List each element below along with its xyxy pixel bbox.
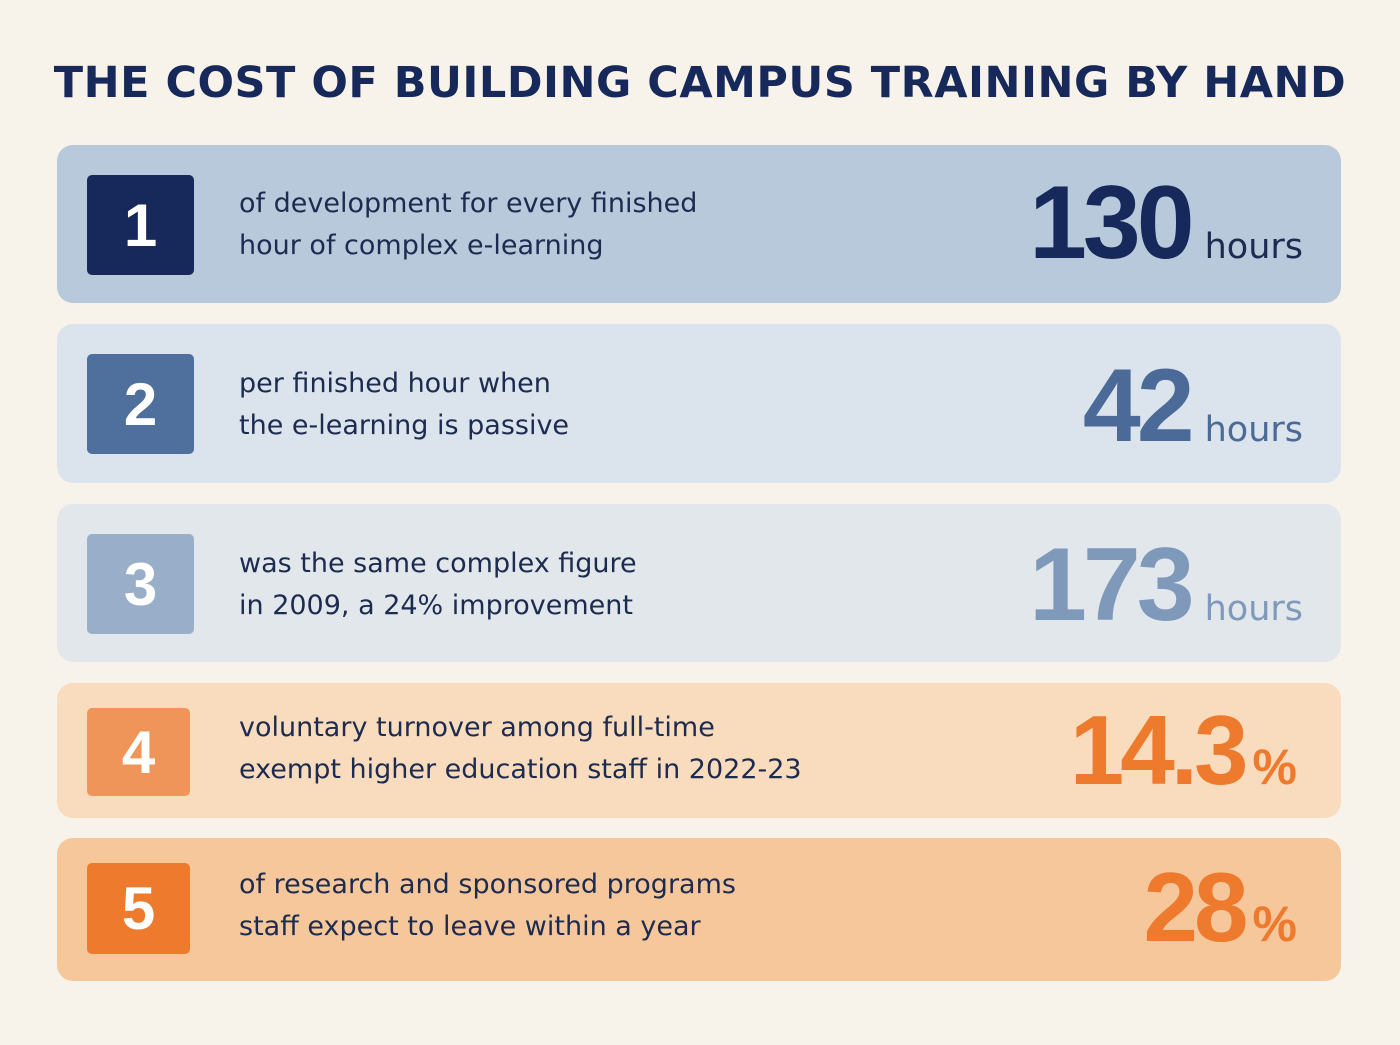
row-stat-4: 14.3 % [1070,701,1297,799]
row-description-line-1: was the same complex figure [239,548,637,579]
row-description-4: voluntary turnover among full-time exemp… [239,707,879,791]
row-stat-3: 173 hours [1029,533,1303,637]
stat-unit: % [1252,739,1297,795]
stat-row-1: 1 of development for every finished hour… [57,145,1341,303]
row-description-line-1: voluntary turnover among full-time [239,712,715,743]
stat-unit: hours [1204,589,1303,629]
stat-row-3: 3 was the same complex figure in 2009, a… [57,504,1341,662]
row-description-line-1: of development for every finished [239,188,698,219]
row-description-2: per finished hour when the e-learning is… [239,363,879,447]
row-stat-5: 28 % [1144,858,1297,956]
row-number-badge-2: 2 [87,354,194,454]
row-number-badge-1: 1 [87,175,194,275]
stat-value: 173 [1029,527,1195,643]
stat-value: 130 [1029,165,1195,281]
row-number-badge-3: 3 [87,534,194,634]
stat-row-4: 4 voluntary turnover among full-time exe… [57,683,1341,818]
row-description-line-1: per finished hour when [239,368,551,399]
stat-unit: % [1252,896,1297,952]
stat-value: 14.3 [1069,695,1249,805]
page-title: THE COST OF BUILDING CAMPUS TRAINING BY … [53,58,1347,108]
row-description-1: of development for every finished hour o… [239,183,879,267]
row-stat-2: 42 hours [1083,354,1303,458]
row-description-line-2: the e-learning is passive [239,410,570,441]
stat-row-2: 2 per finished hour when the e-learning … [57,324,1341,483]
stat-unit: hours [1204,410,1303,450]
row-number-badge-5: 5 [87,863,190,954]
row-description-line-2: in 2009, a 24% improvement [239,590,633,621]
row-description-line-2: staff expect to leave within a year [239,911,701,942]
stat-value: 42 [1082,348,1195,464]
row-stat-1: 130 hours [1029,171,1303,275]
row-description-line-1: of research and sponsored programs [239,869,736,900]
row-number-badge-4: 4 [87,708,190,796]
row-description-line-2: exempt higher education staff in 2022-23 [239,754,802,785]
row-description-5: of research and sponsored programs staff… [239,864,879,948]
row-description-line-2: hour of complex e-learning [239,230,604,261]
stat-unit: hours [1204,227,1303,267]
stat-value: 28 [1143,852,1249,962]
row-description-3: was the same complex figure in 2009, a 2… [239,543,879,627]
stat-row-5: 5 of research and sponsored programs sta… [57,838,1341,981]
